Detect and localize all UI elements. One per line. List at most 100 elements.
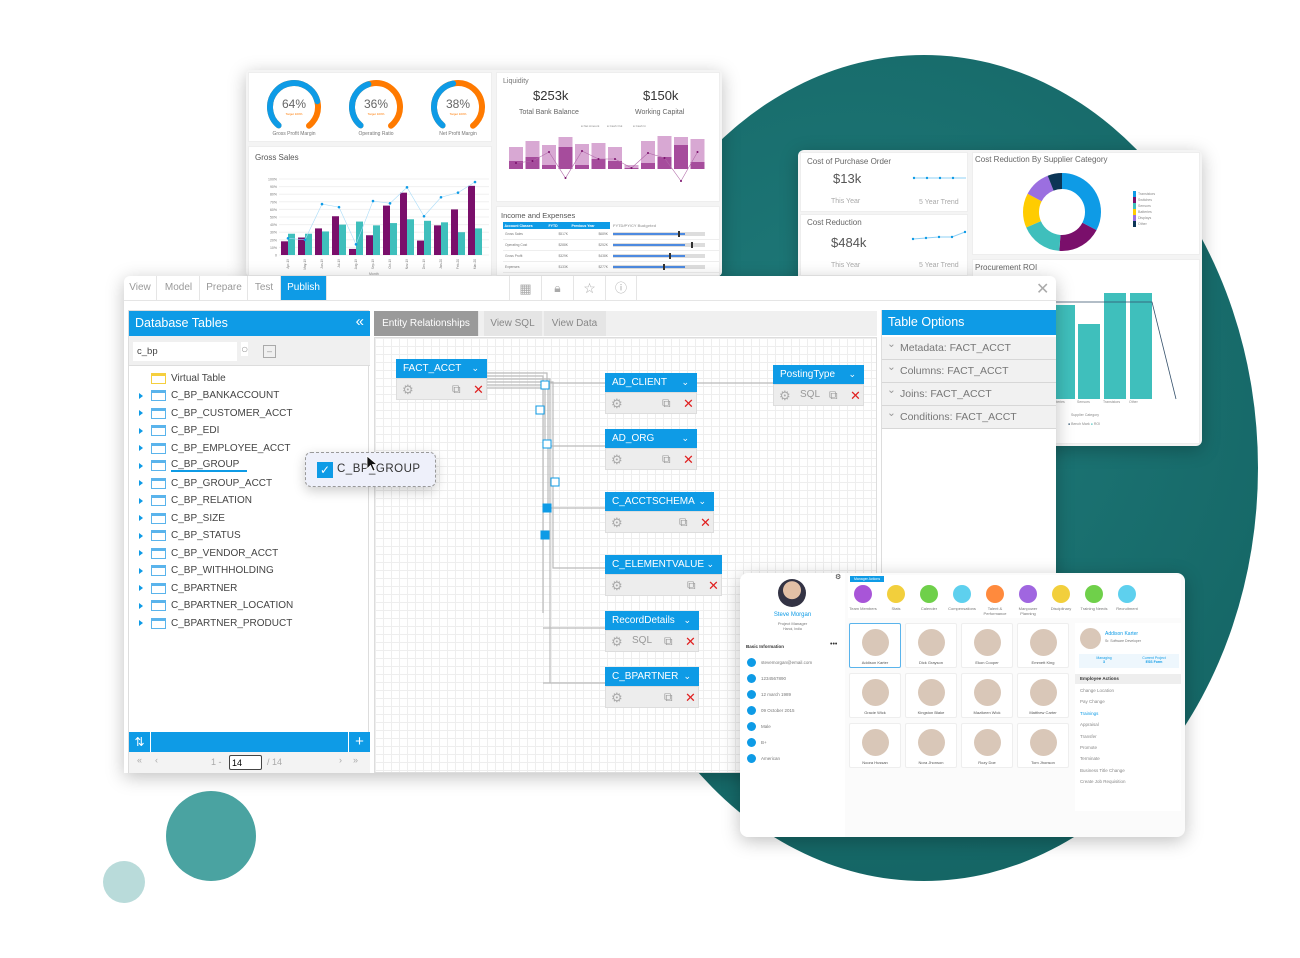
- delete-icon[interactable]: ✕: [685, 690, 696, 705]
- table-list-item[interactable]: C_BPARTNER_LOCATION: [139, 597, 293, 614]
- manager-action-icon[interactable]: [1118, 585, 1136, 603]
- page-input[interactable]: [229, 755, 262, 770]
- delete-icon[interactable]: ✕: [685, 634, 696, 649]
- table-list-item[interactable]: C_BP_RELATION: [139, 492, 252, 509]
- gear-icon[interactable]: ⚙: [611, 634, 623, 649]
- next-page-icon[interactable]: ›: [339, 755, 342, 765]
- first-page-icon[interactable]: «: [137, 755, 143, 765]
- table-list-item[interactable]: C_BP_WITHHOLDING: [139, 562, 274, 579]
- sort-icon[interactable]: ⇅: [129, 732, 151, 752]
- copy-icon[interactable]: ⧉: [452, 382, 461, 396]
- last-page-icon[interactable]: »: [353, 755, 359, 765]
- er-canvas[interactable]: FACT_ACCT ⌄ ⚙ ⧉ ✕ AD_CLIENT ⌄ ⚙ ⧉ ✕ PostingType ⌄ ⚙ S…: [374, 337, 877, 773]
- entity-client[interactable]: AD_CLIENT ⌄ ⚙ ⧉ ✕: [605, 373, 697, 414]
- employee-action-link[interactable]: Appraisal: [1080, 722, 1099, 728]
- table-option-item[interactable]: Conditions: FACT_ACCT: [882, 402, 1056, 429]
- prev-page-icon[interactable]: ‹: [155, 755, 158, 765]
- gear-icon[interactable]: ⚙: [611, 452, 623, 467]
- add-table-icon[interactable]: +: [348, 732, 370, 752]
- employee-action-link[interactable]: Pay Change: [1080, 699, 1105, 705]
- gear-icon[interactable]: ⚙: [611, 690, 623, 705]
- settings-icon[interactable]: ⚙: [835, 574, 842, 581]
- expand-arrow-icon[interactable]: [139, 620, 143, 626]
- grid-icon[interactable]: ▦: [509, 276, 541, 301]
- expand-arrow-icon[interactable]: [139, 515, 143, 521]
- employee-action-link[interactable]: Trainings: [1080, 710, 1099, 716]
- expand-arrow-icon[interactable]: [139, 585, 143, 591]
- chevron-down-icon[interactable]: ⌄: [471, 363, 479, 373]
- employee-card[interactable]: Mazikeen Wick: [961, 673, 1013, 718]
- close-icon[interactable]: ✕: [1036, 281, 1050, 298]
- employee-card[interactable]: Nora Jhonson: [905, 723, 957, 768]
- employee-card[interactable]: Noora Hussan: [849, 723, 901, 768]
- delete-icon[interactable]: ✕: [473, 382, 484, 397]
- manager-action-icon[interactable]: [920, 585, 938, 603]
- employee-action-link[interactable]: Promote: [1080, 745, 1098, 750]
- table-list-item[interactable]: C_BP_EMPLOYEE_ACCT: [139, 440, 291, 457]
- gear-icon[interactable]: ⚙: [611, 578, 623, 593]
- lock-icon[interactable]: 🔒︎: [541, 276, 573, 301]
- expand-arrow-icon[interactable]: [139, 427, 143, 434]
- entity-record[interactable]: RecordDetails ⌄ ⚙ SQL ⧉ ✕: [605, 611, 699, 652]
- table-option-item[interactable]: Joins: FACT_ACCT: [882, 379, 1056, 406]
- chevron-down-icon[interactable]: ⌄: [698, 496, 706, 506]
- checkbox-checked-icon[interactable]: ✓: [317, 462, 333, 478]
- table-list-item[interactable]: C_BP_GROUP_ACCT: [139, 475, 272, 492]
- expand-arrow-icon[interactable]: [139, 392, 143, 399]
- tab-model[interactable]: Model: [158, 276, 200, 300]
- tab-entity-relationships[interactable]: Entity Relationships: [374, 311, 479, 336]
- employee-card[interactable]: Gracie Wick: [849, 673, 901, 718]
- gear-icon[interactable]: ⚙: [611, 515, 623, 530]
- dragged-table-ghost[interactable]: ✓ C_BP_GROUP: [305, 452, 436, 487]
- delete-icon[interactable]: ✕: [683, 452, 694, 467]
- chevron-down-icon[interactable]: ⌄: [681, 377, 689, 387]
- table-list-item[interactable]: C_BP_STATUS: [139, 527, 241, 544]
- expand-arrow-icon[interactable]: [139, 462, 143, 469]
- manager-action-icon[interactable]: [986, 585, 1004, 603]
- chevron-down-icon[interactable]: ⌄: [683, 615, 691, 625]
- chevron-down-icon[interactable]: ⌄: [681, 433, 689, 443]
- delete-icon[interactable]: ✕: [708, 578, 719, 593]
- gear-icon[interactable]: ⚙: [402, 382, 414, 397]
- virtual-table-item[interactable]: Virtual Table: [151, 370, 226, 387]
- employee-card[interactable]: Tom Jhonson: [1017, 723, 1069, 768]
- collapse-all-icon[interactable]: –: [263, 345, 276, 358]
- table-list-item[interactable]: C_BP_CUSTOMER_ACCT: [139, 405, 293, 422]
- entity-bpartner[interactable]: C_BPARTNER ⌄ ⚙ ⧉ ✕: [605, 667, 699, 708]
- chevron-down-icon[interactable]: ⌄: [706, 559, 714, 569]
- employee-action-link[interactable]: Create Job Requisition: [1080, 779, 1126, 785]
- employee-card[interactable]: Matthew Carter: [1017, 673, 1069, 718]
- manager-action-icon[interactable]: [854, 585, 872, 603]
- info-icon[interactable]: ⓘ: [605, 276, 637, 301]
- tab-prepare[interactable]: Prepare: [201, 276, 248, 300]
- employee-card[interactable]: Emmett King: [1017, 623, 1069, 668]
- expand-arrow-icon[interactable]: [139, 602, 143, 609]
- table-option-item[interactable]: Columns: FACT_ACCT: [882, 356, 1056, 383]
- copy-icon[interactable]: ⧉: [664, 634, 673, 648]
- manager-action-icon[interactable]: [887, 585, 905, 603]
- employee-card[interactable]: Addison Karter: [849, 623, 901, 668]
- table-option-item[interactable]: Metadata: FACT_ACCT: [882, 333, 1056, 360]
- copy-icon[interactable]: ⧉: [662, 452, 671, 466]
- more-options-icon[interactable]: •••: [830, 641, 838, 648]
- chevron-down-icon[interactable]: ⌄: [683, 671, 691, 681]
- employee-action-link[interactable]: Transfer: [1080, 733, 1097, 739]
- entity-fact[interactable]: FACT_ACCT ⌄ ⚙ ⧉ ✕: [396, 359, 487, 400]
- chevron-down-icon[interactable]: ⌄: [848, 369, 856, 379]
- expand-arrow-icon[interactable]: [139, 445, 143, 451]
- table-list-item[interactable]: C_BP_EDI: [139, 422, 219, 439]
- manager-action-icon[interactable]: [953, 585, 971, 603]
- manager-action-icon[interactable]: [1052, 585, 1070, 603]
- entity-schema[interactable]: C_ACCTSCHEMA ⌄ ⚙ ⧉ ✕: [605, 492, 714, 533]
- expand-arrow-icon[interactable]: [139, 532, 143, 539]
- table-list-item[interactable]: C_BPARTNER: [139, 580, 237, 597]
- tab-view[interactable]: View: [124, 276, 157, 300]
- table-list-item[interactable]: C_BP_BANKACCOUNT: [139, 387, 279, 404]
- entity-org[interactable]: AD_ORG ⌄ ⚙ ⧉ ✕: [605, 429, 697, 470]
- copy-icon[interactable]: ⧉: [679, 515, 688, 529]
- table-list-item[interactable]: C_BP_SIZE: [139, 510, 225, 527]
- entity-element[interactable]: C_ELEMENTVALUE ⌄ ⚙ ⧉ ✕: [605, 555, 722, 596]
- employee-card[interactable]: Kingston Blake: [905, 673, 957, 718]
- entity-posting[interactable]: PostingType ⌄ ⚙ SQL ⧉ ✕: [773, 365, 864, 406]
- employee-card[interactable]: Dick Grayson: [905, 623, 957, 668]
